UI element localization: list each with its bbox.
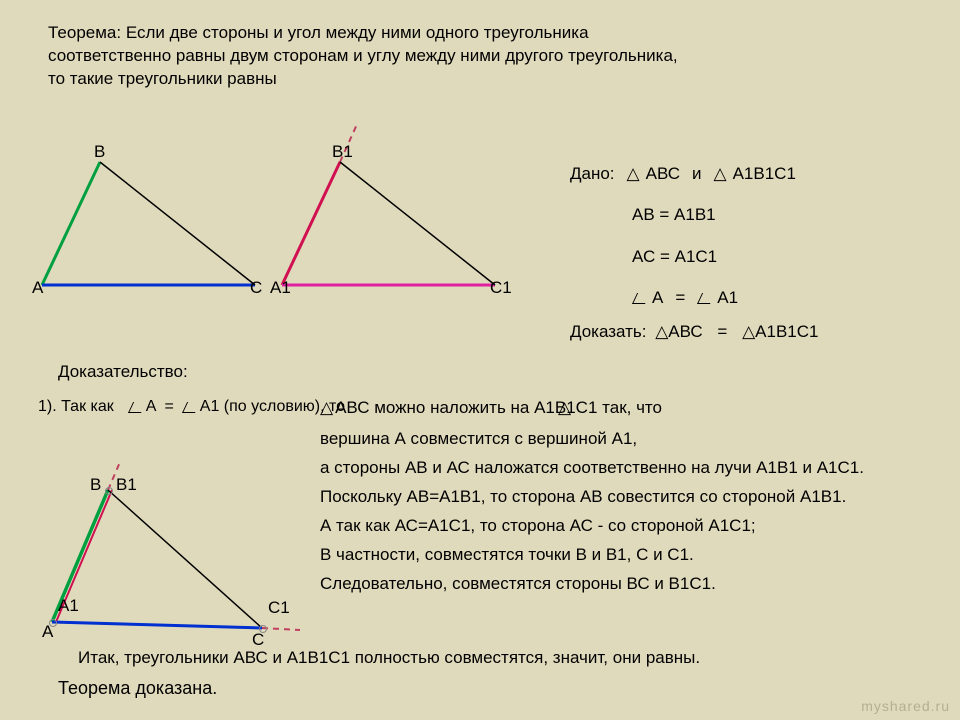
label-C1: С1: [490, 278, 512, 298]
label3-B: В: [90, 475, 101, 495]
given-and: и: [692, 155, 702, 192]
label3-B1: В1: [116, 475, 137, 495]
prove-line: Доказать: △АВС = △А1В1С1: [570, 322, 819, 342]
vertex-circle: [105, 487, 113, 495]
p3: а стороны АВ и АС наложатся соответствен…: [320, 457, 920, 480]
given-a1b1c1: А1В1С1: [733, 155, 796, 192]
vertex-circle: [49, 619, 57, 627]
given-side1: АВ = А1В1: [632, 196, 950, 233]
p5: А так как АС=А1С1, то сторона АС - со ст…: [320, 515, 920, 538]
angle-icon: [632, 292, 646, 304]
label-A1: А1: [270, 278, 291, 298]
p4: Поскольку АВ=А1В1, то сторона АВ совести…: [320, 486, 920, 509]
watermark: myshared.ru: [861, 698, 950, 714]
given-eq: =: [675, 279, 685, 316]
given-angA1: А1: [717, 279, 738, 316]
prove-abc: АВС: [668, 322, 702, 341]
angle-icon: [128, 401, 142, 413]
p6: В частности, совместятся точки В и В1, С…: [320, 544, 920, 567]
label-C: С: [250, 278, 262, 298]
given-angA: А: [652, 279, 663, 316]
given-angle: А = А1: [632, 279, 950, 316]
proof-title: Доказательство:: [58, 362, 188, 382]
vertex-circle: [259, 625, 267, 633]
given-abc: АВС: [646, 155, 680, 192]
label-B: В: [94, 142, 105, 162]
label3-C1: С1: [268, 598, 290, 618]
label-A: А: [32, 278, 43, 298]
p7: Следовательно, совместятся стороны ВС и …: [320, 573, 920, 596]
given-title-line: Дано: △АВС и △А1В1С1: [570, 155, 950, 192]
given-title: Дано:: [570, 155, 615, 192]
label3-C: С: [252, 630, 264, 650]
p1-a: А: [146, 398, 157, 416]
proof-line1: 1). Так как А = А1 (по условию), то: [38, 398, 345, 416]
prove-title: Доказать:: [570, 322, 646, 341]
angle-icon: [697, 292, 711, 304]
p2: вершина А совместится с вершиной А1,: [320, 428, 920, 451]
triangle-symbol: △: [558, 398, 571, 418]
given-side2: АС = А1С1: [632, 238, 950, 275]
prove-eq: =: [717, 322, 727, 341]
angle-icon: [182, 401, 196, 413]
conclusion: Итак, треугольники АВС и А1В1С1 полность…: [78, 648, 700, 668]
label-B1: В1: [332, 142, 353, 162]
p1-eq: =: [164, 398, 173, 416]
p1-prefix: 1). Так как: [38, 398, 114, 416]
label3-A1: А1: [58, 596, 79, 616]
proof-body: вершина А совместится с вершиной А1, а с…: [320, 428, 920, 602]
proven: Теорема доказана.: [58, 678, 217, 699]
proof-line1-rest: △АВС можно наложить на А1В1С1 так, что: [320, 398, 662, 418]
triangle-abc: [0, 0, 960, 720]
prove-a1b1c1: А1В1С1: [755, 322, 818, 341]
given-block: Дано: △АВС и △А1В1С1 АВ = А1В1 АС = А1С1…: [570, 155, 950, 321]
